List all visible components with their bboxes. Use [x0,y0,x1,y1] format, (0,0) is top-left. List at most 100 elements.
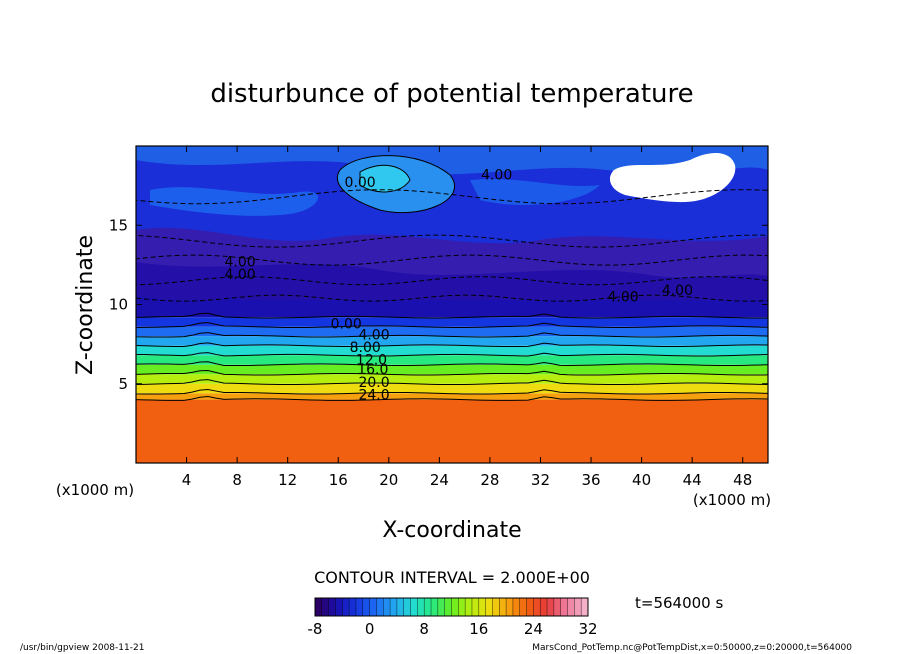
y-axis-label: Z-coordinate [73,235,98,375]
colorbar-cell [492,598,500,616]
x-tick-label: 12 [278,471,297,489]
colorbar-cell [376,598,384,616]
contour-labels: 0.004.004.004.00 4.004.000.004.008.0012.0… [224,167,693,403]
x-tick-label: 4 [182,471,192,489]
contour-line-dashed [136,234,768,248]
colorbar-cell [547,598,555,616]
colorbar-cell [342,598,350,616]
y-tick-label: 10 [109,296,128,314]
contour-label: 4.00 [224,254,255,270]
contour-band [136,336,768,346]
contour-band [136,364,768,375]
x-axis-unit-left: (x1000 m) [56,481,134,499]
contour-band [136,317,768,327]
contour-line [136,352,768,357]
contour-label: 24.0 [358,388,389,404]
x-tick-label: 16 [329,471,348,489]
colorbar-cell [512,598,521,616]
colorbar-cell [424,598,432,616]
colorbar-cell [485,598,493,616]
contour-band [136,326,768,337]
contour-label: 4.00 [224,267,255,283]
colorbar-cell [574,598,582,616]
colorbar-cell [553,598,561,616]
colorbar-cell [533,598,541,616]
colorbar-cell [383,598,391,616]
x-tick-label: 20 [379,471,398,489]
colorbar-cell [390,598,398,616]
x-tick-label: 40 [632,471,651,489]
colorbar-cell [396,598,405,616]
colorbar-tick-label: -8 [308,620,323,638]
colorbar-cell [369,598,377,616]
contour-band [136,383,768,394]
upper-field [136,146,768,316]
contour-line [136,342,768,348]
contour-line-dashed [136,189,768,205]
contour-line [136,332,768,338]
colorbar-cell [410,598,418,616]
colorbar-cell [349,598,357,616]
contour-label: 12.0 [356,353,387,369]
colorbar-cell [403,598,411,616]
contour-line [136,379,768,386]
colorbar-cell [478,598,486,616]
colorbar-cell [526,598,534,616]
x-axis-label: X-coordinate [382,518,521,543]
contour-label: 16.0 [357,362,388,378]
colorbar-cell [315,598,323,616]
x-tick-label: 48 [733,471,752,489]
contour-band [136,374,768,384]
contour-interval-text: CONTOUR INTERVAL = 2.000E+00 [314,568,590,587]
contour-line-dashed [136,254,768,266]
colorbar-cell [451,598,459,616]
colorbar-cell [581,598,589,616]
contour-line [136,322,768,328]
y-tick-label: 15 [109,216,128,234]
contour-label: 4.00 [662,283,693,299]
colorbar-cell [431,598,439,616]
colorbar-cell [355,598,364,616]
colorbar-frame [314,597,589,617]
x-tick-label: 32 [531,471,550,489]
contour-bands [136,298,768,463]
contour-line-dashed [136,276,768,286]
contour-line [136,312,768,319]
colorbar-cell [519,598,527,616]
x-axis-unit-right: (x1000 m) [693,491,771,509]
x-tick-label: 28 [480,471,499,489]
colorbar-cell [444,598,452,616]
contour-line [136,388,768,395]
contour-label: 4.00 [481,167,512,183]
y-tick-label: 5 [118,375,128,393]
y-axis-ticks: 5 10 15 [109,216,768,393]
contour-band [136,393,768,400]
colorbar-cell [321,598,329,616]
colorbar-cell [506,598,514,616]
x-tick-label: 44 [683,471,702,489]
contour-lines [136,155,768,401]
chart-title: disturbunce of potential temperature [210,79,693,109]
time-label: t=564000 s [635,594,723,612]
contour-label: 4.00 [607,289,638,305]
colorbar-cell [458,598,466,616]
colorbar-tick-label: 16 [469,620,488,638]
colorbar-tick-label: 8 [419,620,429,638]
colorbar-cell [560,598,568,616]
contour-line-dashed [136,294,768,302]
colorbar [314,597,589,617]
x-tick-label: 8 [232,471,242,489]
colorbar-tick-label: 0 [365,620,375,638]
contour-label: 0.00 [345,175,376,191]
colorbar-tick-label: 32 [578,620,597,638]
colorbar-cell [417,598,425,616]
plot-area [136,146,768,463]
colorbar-cell [335,598,343,616]
colorbar-cell [471,598,480,616]
contour-label: 0.00 [331,316,362,332]
contour-line [337,155,456,214]
footer-left: /usr/bin/gpview 2008-11-21 [20,643,144,653]
x-axis-ticks: 4 8 12 16 20 24 28 32 36 40 44 48 [182,146,752,489]
colorbar-cell [437,598,445,616]
